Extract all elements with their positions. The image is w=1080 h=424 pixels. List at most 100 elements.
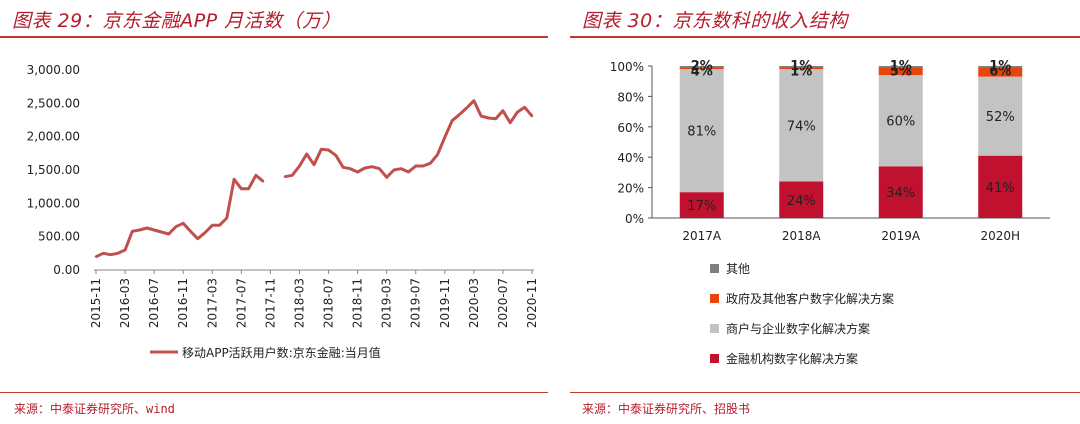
data-point: [421, 164, 425, 168]
data-label: 2%: [691, 59, 713, 74]
data-point: [102, 252, 105, 255]
y-tick-label: 0.00: [53, 263, 80, 277]
series-line-mau: [95, 99, 534, 259]
data-point: [320, 148, 323, 151]
data-point: [479, 114, 483, 118]
data-point: [530, 114, 534, 118]
data-label: 41%: [986, 181, 1015, 196]
mau-chart-panel: 图表 29：京东金融APP 月活数（万） 0.00 500.00 1,000.00 1…: [0, 10, 548, 416]
data-point: [400, 167, 403, 170]
x-tick-label: 2017-03: [205, 278, 219, 328]
data-label: 1%: [989, 59, 1011, 74]
data-point: [450, 119, 454, 122]
bar-segment: [878, 67, 923, 76]
data-point: [341, 166, 345, 169]
data-point: [363, 166, 367, 170]
x-tick-label: 2018-07: [322, 278, 336, 328]
data-point: [196, 237, 199, 240]
bar-segment: [878, 166, 923, 218]
y-tick-label: 2,000.00: [27, 130, 80, 144]
data-point: [523, 106, 526, 109]
x-tick-label: 2016-11: [176, 278, 190, 328]
x-tick-label: 2019-03: [380, 278, 394, 328]
data-point: [327, 148, 330, 152]
data-label: 1%: [790, 65, 812, 80]
line-chart: 0.00 500.00 1,000.00 1,500.00 2,000.00 2,500.…: [27, 63, 539, 360]
data-point: [349, 167, 352, 170]
y-tick-label: 80%: [617, 90, 644, 104]
x-tick-label: 2017-11: [263, 278, 277, 328]
x-tick-label: 2017-07: [234, 278, 248, 328]
data-point: [138, 228, 141, 232]
data-point: [458, 113, 461, 116]
y-tick-label: 500.00: [38, 230, 80, 244]
bar-segment: [978, 155, 1023, 218]
bar-segment: [779, 69, 824, 182]
data-label: 60%: [886, 115, 915, 130]
title-rule: [0, 36, 548, 38]
data-point: [305, 152, 308, 156]
legend-label: 其他: [726, 262, 750, 276]
legend-label: 商户与企业数字化解决方案: [726, 321, 870, 336]
x-tick-label: 2020-03: [467, 278, 481, 328]
data-point: [378, 167, 381, 170]
data-label: 24%: [787, 194, 816, 209]
data-point: [465, 106, 468, 110]
data-point: [487, 116, 490, 120]
bar-segment: [978, 66, 1023, 68]
y-tick-label: 40%: [617, 151, 644, 165]
data-point: [247, 187, 250, 190]
legend-swatch: [710, 354, 719, 363]
x-tick-label: 2019-07: [409, 278, 423, 328]
data-point: [109, 253, 112, 256]
data-point: [516, 110, 519, 114]
x-tick-label: 2018-11: [351, 278, 365, 328]
figure-29-title: 图表 29：京东金融APP 月活数（万）: [12, 10, 342, 32]
bar-segment: [978, 76, 1023, 156]
data-label: 6%: [989, 65, 1011, 80]
data-point: [182, 222, 185, 225]
data-point: [509, 121, 512, 124]
data-point: [189, 230, 192, 233]
revenue-structure-panel: 图表 30：京东数科的收入结构 0% 20% 40% 60% 80% 100% 17% 81%…: [570, 0, 1080, 424]
legend-swatch: [710, 324, 719, 333]
legend-swatch: [710, 264, 719, 273]
legend-label: 移动APP活跃用户数:京东金融:当月值: [182, 345, 381, 360]
data-point: [283, 175, 287, 178]
x-tick-label: 2018-03: [292, 278, 306, 328]
data-point: [145, 226, 149, 230]
y-tick-label: 60%: [617, 121, 644, 135]
bar-segment: [679, 66, 724, 68]
x-tick-label: 2020H: [980, 229, 1020, 243]
bar-segment: [679, 67, 724, 70]
data-point: [218, 224, 221, 227]
legend-label: 金融机构数字化解决方案: [726, 351, 858, 366]
data-point: [407, 170, 410, 174]
bar-segment: [779, 66, 824, 68]
data-point: [254, 174, 258, 177]
x-tick-label: 2019A: [881, 229, 921, 243]
data-point: [501, 109, 505, 112]
data-point: [436, 153, 439, 156]
x-tick-label: 2016-03: [118, 278, 132, 328]
data-point: [472, 99, 476, 102]
y-tick-label: 1,500.00: [27, 163, 80, 177]
data-point: [167, 232, 170, 236]
data-point: [334, 154, 337, 157]
y-tick-label: 100%: [610, 60, 644, 74]
figure-30-source: 来源：中泰证券研究所、招股书: [582, 402, 751, 416]
bar-segment: [878, 66, 923, 68]
data-point: [370, 165, 374, 168]
x-tick-label: 2020-07: [496, 278, 510, 328]
source-rule: [570, 392, 1080, 393]
data-point: [240, 187, 243, 190]
data-label: 4%: [691, 65, 713, 80]
data-point: [232, 178, 236, 181]
data-point: [312, 163, 316, 166]
y-tick-label: 3,000.00: [27, 63, 80, 77]
stacked-bar-chart: 0% 20% 40% 60% 80% 100% 17% 81% 4%2% 2017A 24% 74% 1…: [610, 59, 1050, 366]
data-point: [429, 162, 432, 165]
data-point: [414, 164, 417, 168]
data-point: [261, 180, 265, 183]
source-rule: [0, 392, 548, 393]
